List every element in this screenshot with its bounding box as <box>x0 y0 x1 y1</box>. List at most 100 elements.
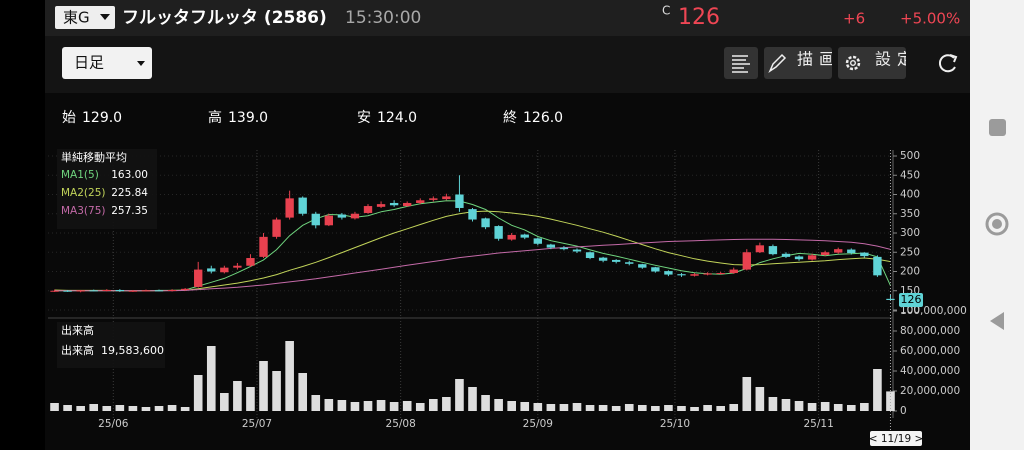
refresh-arrow <box>949 54 958 63</box>
volume-bar <box>886 391 895 411</box>
ohlc-label: 始 <box>62 110 76 126</box>
y-tick-label: 250 <box>900 246 920 258</box>
cursor-date-box <box>870 431 922 446</box>
candle-body <box>716 273 725 275</box>
volume-legend-title: 出来高 <box>61 323 94 337</box>
volume-bar <box>115 405 125 411</box>
ma-legend <box>57 149 157 229</box>
ma-legend-title: 単純移動平均 <box>61 150 127 164</box>
volume-bar <box>481 395 490 411</box>
volume-bar <box>494 399 503 411</box>
ohlc-label: 終 <box>503 110 517 126</box>
volume-bar <box>598 405 608 411</box>
stock-name: フルッタフルッタ (2586) <box>122 8 327 28</box>
volume-bar <box>651 406 660 411</box>
market: 東G <box>63 9 90 27</box>
ohlc-label: 高 <box>208 109 222 126</box>
candle-body <box>494 226 503 239</box>
candle-body <box>807 255 817 260</box>
volume-bar <box>259 361 268 411</box>
gear-hub <box>849 59 856 66</box>
x-tick-label: 25/06 <box>98 418 129 430</box>
volume-bar <box>50 403 59 411</box>
volume-bar <box>468 387 477 411</box>
volume-bar <box>533 403 543 411</box>
ohlc-value: 126.0 <box>523 110 563 126</box>
volume-legend-label: 出来高 <box>61 343 94 357</box>
volume-bar <box>350 402 360 411</box>
volume-bar <box>376 400 386 411</box>
candle-body <box>507 234 516 240</box>
home-button-dot <box>992 219 1002 229</box>
indicator-button[interactable] <box>724 47 758 79</box>
volume-legend-value: 19,583,600 <box>101 344 164 357</box>
back-button[interactable] <box>990 312 1004 330</box>
top-bar <box>45 0 970 36</box>
volume-bar <box>272 371 281 411</box>
candle-body <box>63 290 72 292</box>
settings-button[interactable]: 設定 <box>838 47 919 79</box>
candle-body <box>481 218 490 228</box>
x-tick-label: 25/07 <box>242 418 272 430</box>
dropdown-arrow <box>100 14 110 20</box>
x-tick-label: 25/11 <box>803 418 833 430</box>
market-dropdown[interactable] <box>55 6 115 29</box>
candle-body <box>128 290 138 292</box>
volume-bar <box>677 406 686 411</box>
volume-bar <box>833 404 843 411</box>
candle-body <box>376 204 386 207</box>
candle-body <box>389 202 399 206</box>
candle-body <box>520 234 529 238</box>
period: 日足 <box>74 54 104 72</box>
candle-body <box>246 258 255 266</box>
draw-button[interactable]: 描画 <box>764 47 841 79</box>
candle-body <box>180 288 190 290</box>
candle-body <box>742 252 751 270</box>
candle-body <box>76 290 85 292</box>
home-button[interactable] <box>985 212 1009 236</box>
volume-bar <box>76 406 85 411</box>
volume-bar <box>611 406 621 411</box>
recent-apps-button[interactable] <box>989 119 1006 136</box>
volume-bar <box>572 403 582 411</box>
candle-body <box>442 196 451 200</box>
volume-tick-label: 40,000,000 <box>900 365 960 377</box>
candle-body <box>690 274 699 276</box>
draw-label: 描画 <box>797 50 841 69</box>
change: +6 <box>843 10 865 28</box>
candle-body <box>886 298 895 300</box>
chart-panel <box>45 93 970 450</box>
volume-bar <box>285 341 294 411</box>
volume-bar <box>585 405 595 411</box>
ohlc-value: 129.0 <box>82 110 122 126</box>
volume-bar <box>324 399 334 411</box>
candle-body <box>638 264 647 268</box>
candle-body <box>194 269 203 287</box>
volume-bar <box>154 406 164 411</box>
ma-legend-value: 225.84 <box>111 187 148 199</box>
period-dropdown[interactable] <box>62 47 152 79</box>
ohlc-value: 139.0 <box>228 110 268 126</box>
candle-body <box>585 252 595 259</box>
volume-bar <box>742 377 752 411</box>
volume-bar <box>89 404 99 411</box>
candle-body <box>572 249 582 252</box>
volume-bar <box>402 401 412 411</box>
candle-body <box>298 197 307 214</box>
time: 15:30:00 <box>345 8 421 28</box>
candle-body <box>102 289 111 291</box>
volume-bar <box>716 406 725 411</box>
candle-body <box>324 215 334 226</box>
candle-body <box>115 289 125 292</box>
ohlc-value: 124.0 <box>377 110 417 126</box>
volume-bar <box>128 406 138 411</box>
volume-tick-label: 60,000,000 <box>900 345 960 357</box>
volume-bar <box>206 346 216 411</box>
candle-body <box>794 256 804 260</box>
refresh-button[interactable] <box>938 54 956 73</box>
candle-body <box>677 274 686 276</box>
ma-legend-name: MA2(25) <box>61 187 105 199</box>
volume-bar <box>820 402 830 411</box>
